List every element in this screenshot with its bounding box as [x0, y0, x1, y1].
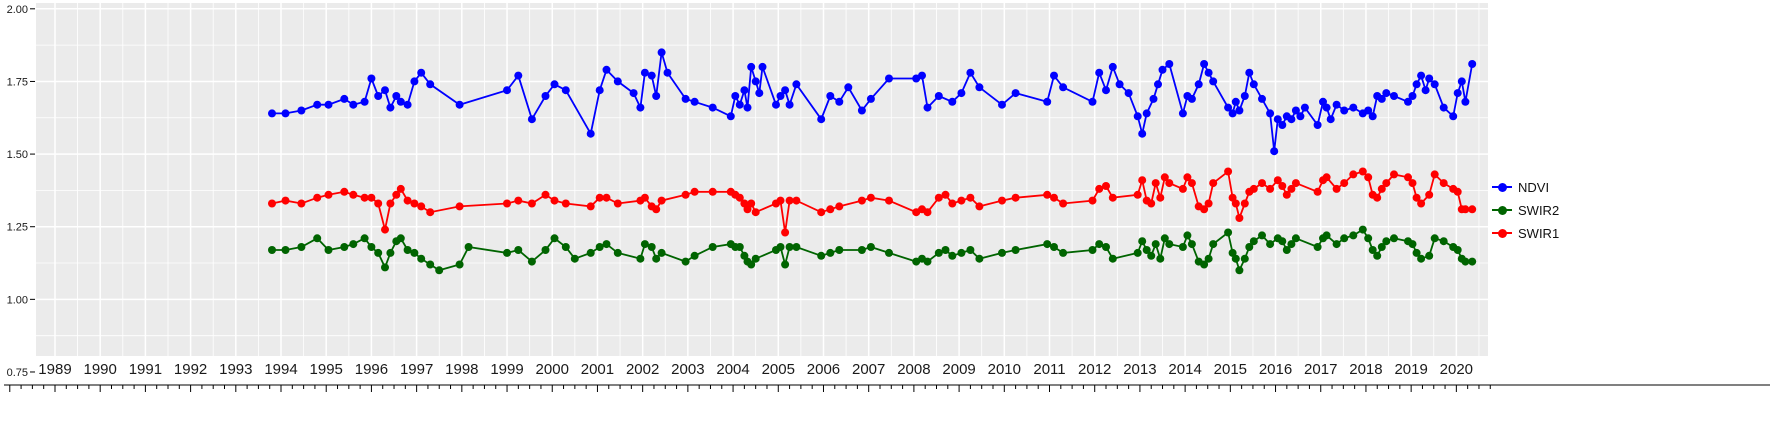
legend-item-ndvi: NDVI — [1492, 179, 1559, 195]
svg-text:1992: 1992 — [174, 361, 207, 378]
svg-text:2007: 2007 — [852, 361, 885, 378]
svg-text:2003: 2003 — [671, 361, 704, 378]
svg-text:2010: 2010 — [988, 361, 1021, 378]
svg-text:1.00: 1.00 — [7, 294, 28, 306]
svg-text:1997: 1997 — [400, 361, 433, 378]
svg-text:1995: 1995 — [310, 361, 343, 378]
svg-text:0.75: 0.75 — [7, 367, 28, 379]
svg-text:2015: 2015 — [1214, 361, 1247, 378]
svg-text:2011: 2011 — [1033, 361, 1065, 378]
svg-text:1990: 1990 — [84, 361, 117, 378]
svg-text:2004: 2004 — [716, 361, 749, 378]
legend-label-swir1: SWIR1 — [1518, 225, 1560, 241]
svg-text:1993: 1993 — [219, 361, 252, 378]
svg-text:2.00: 2.00 — [7, 4, 28, 16]
svg-text:2013: 2013 — [1123, 361, 1156, 378]
svg-text:2018: 2018 — [1349, 361, 1382, 378]
svg-text:1.75: 1.75 — [7, 76, 28, 88]
svg-text:1996: 1996 — [355, 361, 388, 378]
svg-text:2006: 2006 — [807, 361, 840, 378]
svg-text:2002: 2002 — [626, 361, 659, 378]
legend-label-ndvi: NDVI — [1518, 179, 1550, 195]
svg-text:2000: 2000 — [536, 361, 569, 378]
legend: NDVI SWIR2 SWIR1 — [1492, 179, 1560, 241]
svg-text:1.50: 1.50 — [7, 149, 28, 161]
svg-text:1989: 1989 — [38, 361, 71, 378]
svg-text:1994: 1994 — [264, 361, 297, 378]
legend-item-swir1: SWIR1 — [1492, 225, 1560, 241]
legend-label-swir2: SWIR2 — [1518, 202, 1560, 218]
svg-text:1991: 1991 — [129, 361, 162, 378]
svg-text:1998: 1998 — [445, 361, 478, 378]
svg-text:2001: 2001 — [581, 361, 614, 378]
svg-text:2020: 2020 — [1440, 361, 1473, 378]
svg-text:1.25: 1.25 — [7, 222, 28, 234]
svg-text:2012: 2012 — [1078, 361, 1111, 378]
swir2-series-marker-icon — [1492, 204, 1512, 216]
svg-text:1999: 1999 — [490, 361, 523, 378]
svg-text:2014: 2014 — [1168, 361, 1201, 378]
legend-item-swir2: SWIR2 — [1492, 202, 1560, 218]
svg-text:2016: 2016 — [1259, 361, 1292, 378]
ndvi-series-marker-icon — [1492, 181, 1512, 193]
svg-text:2017: 2017 — [1304, 361, 1337, 378]
svg-text:2009: 2009 — [942, 361, 975, 378]
swir1-series-marker-icon — [1492, 227, 1512, 239]
svg-text:2008: 2008 — [897, 361, 930, 378]
svg-text:2019: 2019 — [1394, 361, 1427, 378]
svg-text:2005: 2005 — [762, 361, 795, 378]
